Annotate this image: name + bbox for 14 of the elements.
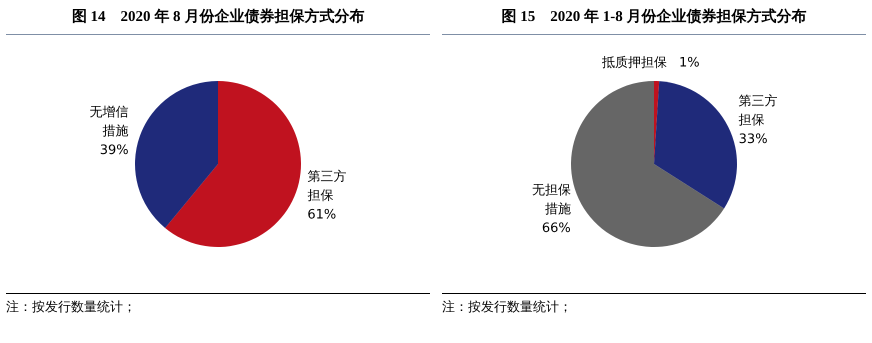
chart-title: 图 14 2020 年 8 月份企业债券担保方式分布 [6, 0, 430, 35]
data-label: 66% [542, 221, 571, 236]
data-label: 1% [678, 55, 700, 70]
text: 注：按发行数量统计； [442, 299, 573, 317]
slice-label: 无担保措施 [532, 183, 571, 218]
slice-label: 抵质押担保 [600, 55, 667, 70]
data-label: 33% [738, 132, 768, 148]
slice-label: 第三方担保 [738, 93, 778, 128]
data-label: 39% [100, 143, 129, 158]
data-label: 61% [307, 208, 336, 223]
chart-title: 图 15 2020 年 1-8 月份企业债券担保方式分布 [442, 0, 866, 35]
text: 注：按发行数量统计； [6, 299, 137, 317]
slice-label: 第三方担保 [307, 168, 346, 204]
slice-label: 无增信措施 [90, 105, 129, 140]
